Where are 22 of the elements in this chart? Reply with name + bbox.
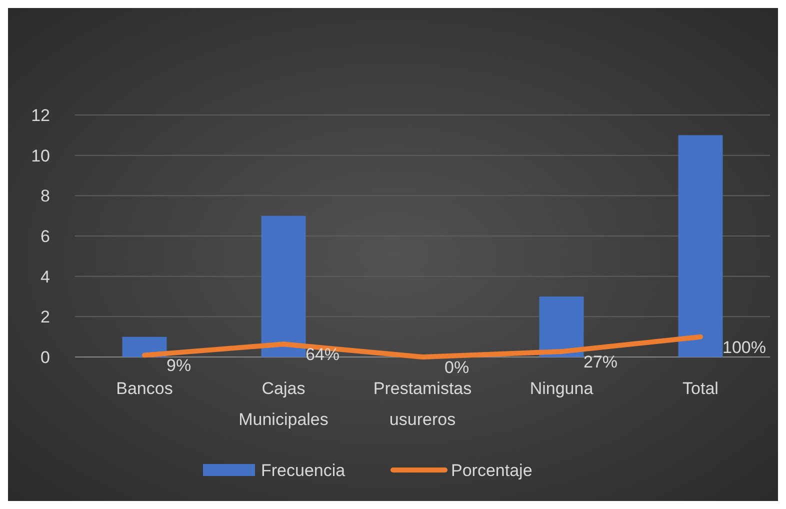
data-label: 0% [444,358,470,377]
legend-label: Porcentaje [451,460,532,480]
x-tick-label: Prestamistas usureros [373,379,472,429]
x-tick-label: Total [682,379,718,398]
x-tick-label: Bancos [116,379,173,398]
bar [261,216,306,357]
y-tick-label: 2 [40,308,50,327]
y-tick-label: 6 [40,226,50,246]
x-tick-label: Ninguna [530,379,594,398]
y-tick-label: 10 [31,146,50,166]
legend-label: Frecuencia [261,460,346,480]
y-tick-label: 12 [31,106,50,125]
data-label: 27% [584,352,618,372]
bar [678,135,723,357]
data-label: 64% [306,345,340,364]
data-label: 9% [166,356,192,376]
data-label: 100% [722,338,766,357]
y-tick-label: 0 [40,348,50,367]
x-tick-label: Cajas Municipales [238,379,328,429]
bar [539,296,584,357]
y-tick-label: 4 [40,267,50,286]
y-tick-label: 8 [40,186,50,206]
